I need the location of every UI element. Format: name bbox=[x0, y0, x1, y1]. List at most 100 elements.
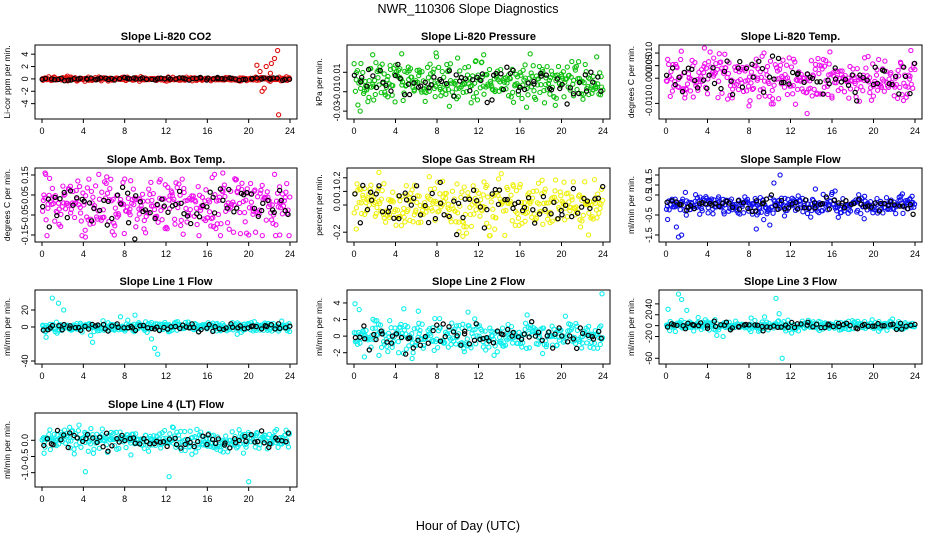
data-point bbox=[465, 190, 471, 196]
data-point bbox=[507, 76, 513, 82]
data-point bbox=[82, 193, 89, 199]
x-tick-label: 12 bbox=[161, 494, 171, 504]
reference-point bbox=[515, 199, 522, 205]
reference-point bbox=[858, 201, 864, 207]
data-point bbox=[476, 190, 482, 196]
data-point bbox=[137, 196, 143, 202]
x-tick-label: 8 bbox=[746, 371, 751, 381]
data-point bbox=[692, 59, 698, 66]
data-point bbox=[598, 186, 605, 192]
y-tick-label: -0.15 bbox=[20, 225, 30, 246]
data-point bbox=[481, 179, 487, 185]
reference-point bbox=[552, 331, 558, 337]
data-point bbox=[530, 188, 536, 195]
data-point bbox=[149, 197, 155, 204]
outlier-point bbox=[352, 301, 358, 307]
data-point bbox=[809, 93, 815, 99]
reference-point bbox=[132, 193, 139, 199]
data-point bbox=[390, 199, 396, 205]
data-point bbox=[503, 86, 509, 92]
y-tick-label: -2 bbox=[20, 87, 30, 95]
reference-point bbox=[52, 194, 58, 201]
reference-point bbox=[581, 195, 587, 202]
reference-point bbox=[723, 319, 730, 325]
outlier-point bbox=[465, 309, 471, 315]
reference-point bbox=[583, 88, 590, 94]
data-point bbox=[667, 93, 673, 100]
reference-point bbox=[236, 437, 242, 444]
reference-point bbox=[752, 322, 758, 328]
data-point bbox=[569, 58, 575, 65]
reference-point bbox=[429, 190, 435, 197]
data-point bbox=[84, 185, 91, 191]
data-point bbox=[865, 53, 871, 60]
reference-point bbox=[260, 200, 266, 206]
reference-point bbox=[206, 321, 212, 328]
data-point bbox=[355, 329, 362, 336]
data-point bbox=[366, 202, 372, 208]
data-point bbox=[808, 57, 815, 64]
reference-point bbox=[801, 79, 807, 86]
data-point bbox=[270, 220, 276, 227]
reference-point bbox=[888, 198, 894, 205]
reference-point bbox=[250, 323, 256, 329]
data-point bbox=[499, 325, 506, 331]
reference-point bbox=[88, 218, 95, 224]
reference-point bbox=[473, 321, 479, 327]
reference-point bbox=[735, 197, 742, 204]
data-point bbox=[480, 192, 486, 198]
x-tick-label: 24 bbox=[598, 371, 608, 381]
reference-point bbox=[154, 201, 160, 208]
data-point bbox=[735, 86, 742, 93]
y-tick-label: -0.03 bbox=[332, 101, 342, 122]
reference-point bbox=[791, 324, 798, 331]
y-axis-label: percent per min. bbox=[314, 174, 324, 235]
reference-point bbox=[847, 322, 853, 329]
reference-point bbox=[729, 325, 736, 331]
data-point bbox=[249, 205, 256, 211]
reference-point bbox=[212, 440, 219, 447]
outlier-point bbox=[753, 226, 759, 232]
y-tick-label: -40 bbox=[20, 354, 30, 367]
reference-point bbox=[233, 205, 240, 211]
reference-point bbox=[46, 224, 53, 230]
data-point bbox=[155, 219, 161, 225]
data-point bbox=[51, 431, 57, 437]
x-tick-label: 8 bbox=[746, 126, 751, 136]
panel-title: Slope Gas Stream RH bbox=[422, 154, 535, 166]
reference-point bbox=[718, 85, 724, 92]
reference-point bbox=[832, 65, 838, 71]
reference-point bbox=[137, 323, 143, 329]
reference-point bbox=[100, 321, 107, 328]
data-point bbox=[430, 325, 436, 331]
reference-point bbox=[242, 433, 248, 440]
reference-point bbox=[893, 73, 899, 80]
outlier-point bbox=[132, 312, 138, 318]
data-point bbox=[110, 196, 116, 202]
reference-point bbox=[229, 324, 236, 330]
data-point bbox=[426, 174, 432, 180]
data-point bbox=[570, 179, 576, 185]
data-point bbox=[480, 83, 486, 89]
reference-point bbox=[176, 75, 183, 81]
data-point bbox=[513, 187, 520, 194]
data-point bbox=[572, 65, 578, 71]
reference-point bbox=[267, 76, 274, 82]
reference-point bbox=[510, 67, 516, 74]
data-point bbox=[552, 177, 559, 183]
data-point bbox=[196, 232, 202, 239]
data-point bbox=[286, 232, 292, 239]
outlier-point bbox=[599, 291, 605, 297]
data-point bbox=[699, 208, 705, 214]
reference-point bbox=[852, 89, 858, 96]
data-point bbox=[409, 331, 415, 337]
data-point bbox=[164, 226, 170, 232]
data-point bbox=[386, 214, 392, 221]
data-point bbox=[162, 225, 168, 232]
reference-point bbox=[418, 83, 424, 89]
data-point bbox=[436, 208, 442, 214]
data-point bbox=[358, 210, 365, 217]
data-point bbox=[547, 91, 553, 97]
outlier-point bbox=[779, 355, 785, 361]
